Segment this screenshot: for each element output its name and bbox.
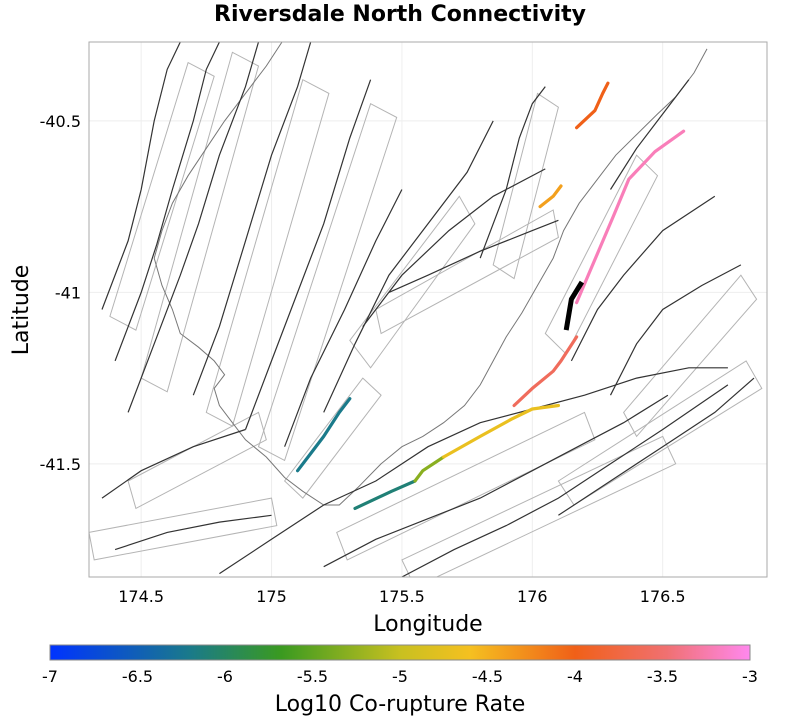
rupture-segment-7 — [442, 403, 561, 459]
fault-trace-18 — [609, 79, 690, 190]
fault-trace-3 — [192, 42, 312, 396]
fault-polygons-layer — [89, 51, 763, 577]
fault-polygon-5 — [375, 209, 559, 335]
fault-trace-5 — [284, 189, 403, 447]
colorbar-tick-label-7: -3.5 — [647, 667, 678, 686]
fault-polygon-1 — [140, 51, 260, 393]
fault-polygon-10 — [557, 360, 763, 506]
x-axis-label: Longitude — [373, 612, 482, 637]
y-tick-label-0: -40.5 — [40, 112, 81, 131]
y-tick-label-1: -41 — [55, 283, 81, 302]
fault-trace-12 — [219, 367, 728, 575]
rupture-segment-5 — [353, 479, 417, 510]
y-axis-label: Latitude — [9, 265, 34, 356]
fault-polygon-4 — [349, 195, 476, 369]
rupture-segment-1 — [538, 184, 563, 209]
colorbar-tick-label-3: -5.5 — [297, 667, 328, 686]
fault-polygon-7 — [544, 154, 659, 355]
fault-trace-7 — [362, 168, 546, 327]
fault-trace-17 — [570, 195, 716, 362]
fault-trace-4 — [244, 79, 372, 430]
fault-polygon-14 — [283, 377, 382, 499]
fault-trace-10 — [101, 428, 246, 499]
colorbar-tick-label-4: -5 — [392, 667, 408, 686]
x-tick-label-2: 175.5 — [379, 587, 425, 606]
colorbar-tick-labels: -7 -6.5 -6 -5.5 -5 -4.5 -4 -3.5 -3 — [42, 667, 758, 686]
fault-trace-9 — [479, 86, 546, 259]
fault-trace-15 — [558, 377, 755, 516]
fault-trace-2 — [127, 42, 260, 413]
colorbar-tick-label-0: -7 — [42, 667, 58, 686]
fault-polygon-8 — [336, 411, 596, 561]
fault-trace-16 — [609, 264, 742, 396]
rupture-segment-0 — [574, 81, 610, 130]
x-tick-label-1: 175 — [256, 587, 287, 606]
grid-lines — [89, 42, 767, 577]
rupture-segment-6 — [413, 455, 446, 483]
source-fault-trace — [563, 280, 585, 331]
y-tick-labels: -40.5 -41 -41.5 — [40, 112, 81, 474]
fault-trace-13 — [323, 394, 669, 568]
colorbar — [49, 644, 751, 661]
colorbar-tick-label-2: -6 — [217, 667, 233, 686]
fault-trace-0 — [101, 42, 181, 310]
fault-polygon-0 — [109, 61, 215, 331]
x-tick-label-0: 174.5 — [118, 587, 164, 606]
x-tick-label-3: 176 — [517, 587, 548, 606]
rupture-segment-3 — [512, 335, 579, 408]
colorbar-tick-label-5: -4.5 — [472, 667, 503, 686]
fault-polygon-12 — [89, 497, 278, 561]
y-tick-label-2: -41.5 — [40, 455, 81, 474]
rupture-segment-4 — [296, 397, 352, 473]
source-fault-layer — [563, 280, 585, 331]
fault-trace-6 — [323, 120, 494, 413]
chart-title: Riversdale North Connectivity — [214, 2, 586, 27]
x-tick-label-4: 176.5 — [640, 587, 686, 606]
fault-trace-8 — [388, 219, 559, 293]
fault-trace-1 — [114, 42, 220, 362]
fault-polygon-13 — [127, 411, 267, 510]
colorbar-tick-label-6: -4 — [567, 667, 583, 686]
plot-frame — [88, 41, 768, 578]
fault-polygon-6 — [492, 92, 559, 280]
colorbar-tick-label-8: -3 — [742, 667, 758, 686]
colorbar-tick-label-1: -6.5 — [122, 667, 153, 686]
fault-polygon-11 — [622, 274, 758, 438]
colorbar-label: Log10 Co-rupture Rate — [275, 692, 526, 717]
rupture-segment-2 — [574, 129, 686, 305]
fault-polygon-2 — [205, 78, 330, 427]
fault-trace-14 — [401, 384, 729, 577]
fault-polygon-3 — [257, 102, 398, 462]
fault-traces-layer — [101, 42, 755, 577]
fault-trace-11 — [114, 514, 272, 551]
fault-polygon-9 — [401, 435, 677, 577]
x-tick-labels: 174.5 175 175.5 176 176.5 — [118, 587, 685, 606]
colored-ruptures-layer — [296, 81, 686, 510]
